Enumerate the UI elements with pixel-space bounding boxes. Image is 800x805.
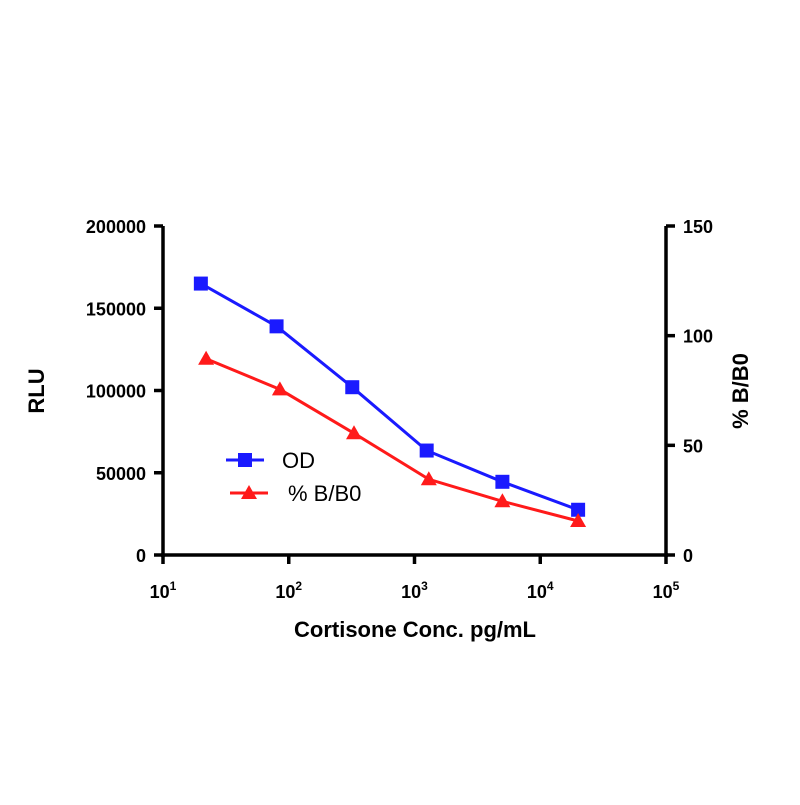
point-1-3	[420, 471, 437, 486]
x-tick-label-3: 104	[527, 579, 554, 602]
point-1-4	[494, 493, 511, 508]
legend-item-od: OD	[226, 448, 315, 473]
series-0	[193, 276, 586, 517]
y2-tick-label-0: 0	[683, 546, 693, 566]
series-line-0	[200, 282, 579, 512]
y2-tick-label-3: 150	[683, 217, 713, 237]
x-tick-label-4: 105	[653, 579, 680, 602]
y-tick-label-4: 200000	[86, 217, 146, 237]
point-0-0	[193, 276, 208, 291]
legend-item-b-b0: % B/B0	[230, 481, 361, 506]
y2-tick-label-1: 50	[683, 436, 703, 456]
legend: OD % B/B0	[226, 448, 361, 506]
axes	[161, 226, 668, 557]
tick-group: 101 102 103 104 1050500001000001500002000000…	[86, 217, 713, 602]
point-1-0	[198, 350, 215, 365]
point-0-2	[345, 380, 360, 395]
x-tick-label-2: 103	[401, 579, 428, 602]
series-group	[193, 276, 587, 527]
legend-label-od: OD	[282, 448, 315, 473]
point-1-1	[271, 381, 288, 396]
point-0-1	[269, 319, 284, 334]
y-tick-label-2: 100000	[86, 382, 146, 402]
point-0-5	[571, 502, 586, 517]
y-tick-label-0: 0	[136, 546, 146, 566]
x-axis-title: Cortisone Conc. pg/mL	[294, 617, 536, 642]
y2-tick-label-2: 100	[683, 327, 713, 347]
y-tick-label-3: 150000	[86, 299, 146, 319]
legend-marker-b-b0	[241, 485, 257, 499]
x-tick-label-0: 101	[150, 579, 177, 602]
series-1	[198, 350, 587, 527]
legend-label-b-b0: % B/B0	[288, 481, 361, 506]
y2-axis-title: % B/B0	[728, 353, 753, 429]
legend-marker-od	[238, 453, 252, 467]
y-axis-title: RLU	[24, 368, 49, 413]
point-0-4	[495, 474, 510, 489]
x-tick-label-1: 102	[275, 579, 302, 602]
point-1-2	[346, 425, 362, 440]
point-1-5	[570, 513, 587, 527]
point-0-3	[419, 443, 434, 458]
series-line-1	[205, 357, 579, 523]
y-tick-label-1: 50000	[96, 464, 146, 484]
